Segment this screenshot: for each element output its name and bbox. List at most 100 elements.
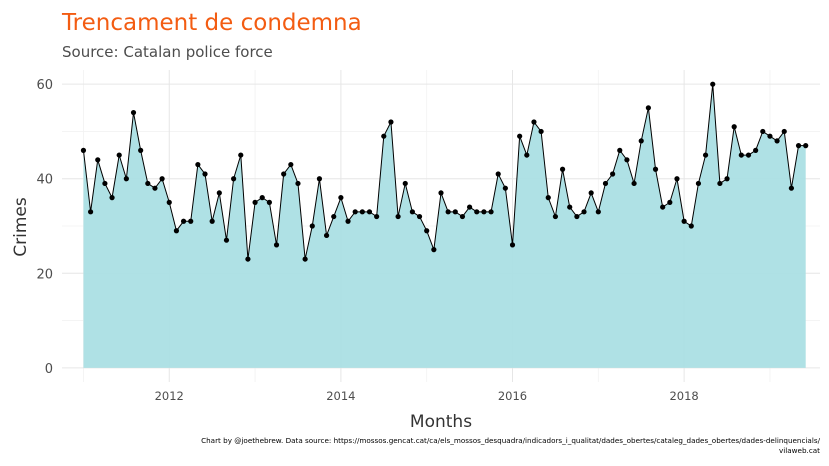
data-point [660,204,666,210]
x-axis-label: Months [410,412,472,432]
data-point [531,119,537,125]
area-fill [83,84,806,368]
data-point [567,204,573,210]
data-point [481,209,487,215]
data-point [138,147,144,153]
data-point [538,128,544,135]
y-tick-label: 60 [36,78,53,93]
data-point [445,209,451,215]
y-tick-label: 0 [45,362,53,377]
data-point [595,209,601,215]
data-point [416,213,423,220]
data-point [359,209,365,215]
data-point [116,152,122,158]
data-point [524,152,530,158]
points [80,81,809,262]
data-point [424,228,430,234]
data-point [395,213,401,220]
data-point [159,176,165,182]
x-tick-label: 2014 [326,389,355,403]
data-point [195,161,201,168]
data-point [180,218,187,224]
x-tick-label: 2016 [498,389,527,403]
data-point [216,190,222,196]
chart-title: Trencament de condemna [61,10,362,36]
data-point [409,209,415,215]
data-point [459,213,466,220]
data-point [452,209,458,215]
data-point [602,180,609,187]
data-point [645,105,651,111]
data-point [331,213,337,220]
data-point [745,152,752,158]
x-tick-labels: 2012 2014 2016 2018 [155,389,699,403]
data-point [352,209,358,215]
data-point [738,152,744,158]
data-point [474,209,480,215]
data-point [674,176,680,182]
data-point [552,213,559,220]
data-point [345,218,351,224]
data-point [502,185,508,191]
data-point [402,180,408,187]
data-point [130,109,137,116]
caption-line-2: vilaweb.cat [779,446,820,455]
data-point [588,190,594,196]
data-point [624,157,630,163]
data-point [245,256,251,262]
data-point [145,180,151,187]
data-point [495,171,501,177]
data-point [488,209,494,215]
data-point [266,199,272,205]
data-point [223,237,230,243]
data-point [231,176,237,182]
x-tick-label: 2012 [155,389,184,403]
data-point [152,185,158,191]
data-point [438,190,444,196]
data-point [188,218,194,224]
data-point [238,152,244,158]
data-point [767,133,773,139]
data-point [631,180,637,187]
data-point [710,81,716,87]
data-point [688,223,694,229]
data-point [273,242,280,248]
data-point [166,199,172,205]
data-point [638,138,644,144]
data-point [574,213,580,220]
data-point [681,218,687,224]
y-tick-labels: 0 20 40 60 [36,78,53,377]
data-point [467,204,473,210]
data-point [724,176,730,182]
chart-subtitle: Source: Catalan police force [62,43,273,61]
data-point [581,209,587,215]
data-point [109,195,115,201]
data-point [80,147,87,153]
y-tick-label: 40 [36,173,53,188]
data-point [374,213,380,220]
data-point [667,199,673,205]
data-point [309,223,315,229]
caption-line-1: Chart by @joethebrew. Data source: https… [201,436,820,445]
data-point [509,242,516,248]
data-point [323,232,330,239]
data-point [202,171,208,177]
data-point [252,199,258,205]
area-layer [82,84,806,368]
data-point [803,143,809,149]
data-point [366,209,373,215]
data-point [259,195,265,201]
data-point [281,171,287,177]
data-point [610,171,616,177]
data-point [760,128,766,135]
data-point [431,247,437,253]
data-point [652,166,659,172]
data-point [781,128,787,135]
data-point [517,133,523,139]
data-point [545,195,551,201]
data-point [302,256,308,262]
data-point [95,157,101,163]
data-point [288,161,294,168]
data-point [695,180,702,187]
